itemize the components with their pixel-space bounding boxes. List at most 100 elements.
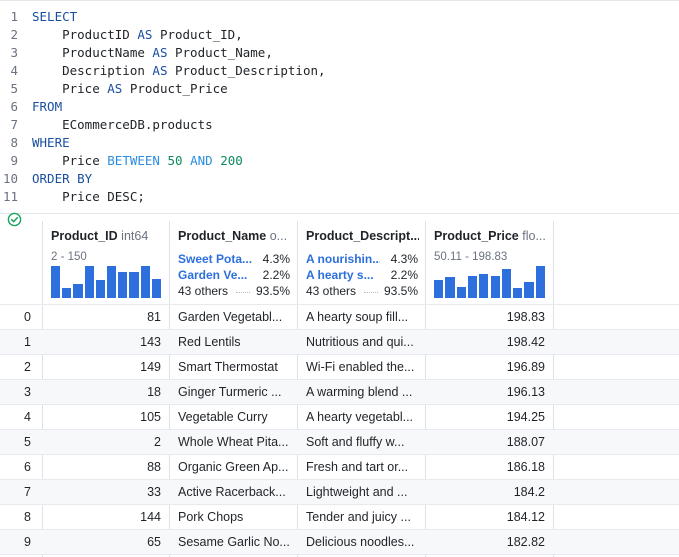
cell-product-id[interactable]: 65 (147, 535, 161, 549)
row-index[interactable]: 8 (24, 510, 31, 524)
cell-product-description[interactable]: Wi-Fi enabled the... (306, 360, 415, 374)
histogram-bar[interactable] (107, 266, 117, 298)
cell-product-id[interactable]: 144 (140, 510, 161, 524)
cell-product-name[interactable]: Whole Wheat Pita... (178, 435, 289, 449)
cell-product-description[interactable]: A warming blend ... (306, 385, 413, 399)
histogram-bar[interactable] (479, 274, 489, 298)
column-header-product-id[interactable]: Product_ID int64 2 - 150 (43, 221, 169, 304)
table-row[interactable]: 1 143 Red Lentils Nutritious and qui... 198.… (0, 330, 679, 355)
column-header-product-name[interactable]: Product_Name o... Sweet Pota... 4.3% Gar… (170, 221, 297, 304)
histogram-bar[interactable] (524, 282, 534, 298)
code-line[interactable]: 1 SELECT (0, 8, 679, 26)
category-row[interactable]: A nourishin... 4.3% (306, 251, 418, 267)
cell-product-name[interactable]: Sesame Garlic No... (178, 535, 290, 549)
row-index[interactable]: 2 (24, 360, 31, 374)
code-line[interactable]: 4 Description AS Product_Description, (0, 62, 679, 80)
row-index[interactable]: 4 (24, 410, 31, 424)
histogram-bar[interactable] (445, 277, 455, 298)
cell-product-id[interactable]: 105 (140, 410, 161, 424)
row-index[interactable]: 7 (24, 485, 31, 499)
cell-product-price[interactable]: 184.12 (506, 510, 545, 524)
histogram-bar[interactable] (73, 284, 83, 298)
cell-product-description[interactable]: Delicious noodles... (306, 535, 415, 549)
code-line[interactable]: 6 FROM (0, 98, 679, 116)
cell-product-id[interactable]: 88 (147, 460, 161, 474)
cell-product-name[interactable]: Pork Chops (178, 510, 244, 524)
histogram-bar[interactable] (490, 276, 500, 298)
histogram-bar[interactable] (129, 272, 139, 298)
table-row[interactable]: 6 88 Organic Green Ap... Fresh and tart or.… (0, 455, 679, 480)
table-row[interactable]: 8 144 Pork Chops Tender and juicy ... 184.12 (0, 505, 679, 530)
cell-product-name[interactable]: Smart Thermostat (178, 360, 278, 374)
histogram-bar[interactable] (456, 287, 466, 298)
cell-product-name[interactable]: Ginger Turmeric ... (178, 385, 282, 399)
cell-product-price[interactable]: 188.07 (506, 435, 545, 449)
code-line[interactable]: 9 Price BETWEEN 50 AND 200 (0, 152, 679, 170)
histogram-bar[interactable] (140, 266, 150, 298)
cell-product-name[interactable]: Vegetable Curry (178, 410, 268, 424)
histogram-bar[interactable] (467, 276, 478, 298)
histogram-bar[interactable] (535, 266, 545, 298)
histogram-bar[interactable] (51, 266, 61, 298)
code-line[interactable]: 2 ProductID AS Product_ID, (0, 26, 679, 44)
cell-product-description[interactable]: A hearty vegetabl... (306, 410, 414, 424)
row-index[interactable]: 1 (24, 335, 31, 349)
cell-product-id[interactable]: 143 (140, 335, 161, 349)
cell-product-id[interactable]: 33 (147, 485, 161, 499)
cell-product-id[interactable]: 2 (154, 435, 161, 449)
histogram-bar[interactable] (513, 288, 523, 298)
cell-product-price[interactable]: 196.13 (506, 385, 545, 399)
row-index[interactable]: 3 (24, 385, 31, 399)
code-line[interactable]: 11 Price DESC; (0, 188, 679, 206)
category-row[interactable]: Garden Ve... 2.2% (178, 267, 290, 283)
code-line[interactable]: 3 ProductName AS Product_Name, (0, 44, 679, 62)
table-row[interactable]: 3 18 Ginger Turmeric ... A warming blend ..… (0, 380, 679, 405)
cell-product-price[interactable]: 184.2 (513, 485, 545, 499)
cell-product-price[interactable]: 186.18 (506, 460, 545, 474)
histogram-bar[interactable] (151, 279, 161, 298)
cell-product-description[interactable]: A hearty soup fill... (306, 310, 409, 324)
row-index[interactable]: 6 (24, 460, 31, 474)
cell-product-description[interactable]: Soft and fluffy w... (306, 435, 405, 449)
table-row[interactable]: 4 105 Vegetable Curry A hearty vegetabl... 1… (0, 405, 679, 430)
histogram-bar[interactable] (501, 269, 512, 298)
cell-product-name[interactable]: Garden Vegetabl... (178, 310, 283, 324)
column-header-product-price[interactable]: Product_Price flo... 50.11 - 198.83 (426, 221, 553, 304)
histogram-bar[interactable] (118, 272, 128, 298)
sql-editor[interactable]: 1 SELECT 2 ProductID AS Product_ID, 3 Produ… (0, 0, 679, 213)
cell-product-description[interactable]: Lightweight and ... (306, 485, 408, 499)
cell-product-price[interactable]: 198.42 (506, 335, 545, 349)
row-index[interactable]: 0 (24, 310, 31, 324)
code-line[interactable]: 8 WHERE (0, 134, 679, 152)
cell-product-name[interactable]: Active Racerback... (178, 485, 286, 499)
code-line[interactable]: 10 ORDER BY (0, 170, 679, 188)
table-row[interactable]: 9 65 Sesame Garlic No... Delicious noodles.… (0, 530, 679, 555)
cell-product-description[interactable]: Tender and juicy ... (306, 510, 411, 524)
code-line[interactable]: 5 Price AS Product_Price (0, 80, 679, 98)
histogram-bar[interactable] (84, 266, 94, 298)
cell-product-description[interactable]: Nutritious and qui... (306, 335, 414, 349)
category-row[interactable]: Sweet Pota... 4.3% (178, 251, 290, 267)
cell-product-name[interactable]: Organic Green Ap... (178, 460, 289, 474)
histogram-bar[interactable] (434, 280, 444, 298)
histogram-bar[interactable] (62, 288, 72, 298)
row-index[interactable]: 9 (24, 535, 31, 549)
table-row[interactable]: 0 81 Garden Vegetabl... A hearty soup fill.… (0, 305, 679, 330)
cell-product-price[interactable]: 198.83 (506, 310, 545, 324)
cell-product-price[interactable]: 182.82 (506, 535, 545, 549)
cell-product-price[interactable]: 196.89 (506, 360, 545, 374)
row-index[interactable]: 5 (24, 435, 31, 449)
table-row[interactable]: 7 33 Active Racerback... Lightweight and ..… (0, 480, 679, 505)
histogram-bar[interactable] (95, 280, 105, 298)
code-line[interactable]: 7 ECommerceDB.products (0, 116, 679, 134)
table-row[interactable]: 2 149 Smart Thermostat Wi-Fi enabled the...… (0, 355, 679, 380)
cell-product-id[interactable]: 149 (140, 360, 161, 374)
column-header-product-description[interactable]: Product_Descript... A nourishin... 4.3% … (298, 221, 425, 304)
table-row[interactable]: 5 2 Whole Wheat Pita... Soft and fluffy w..… (0, 430, 679, 455)
cell-product-name[interactable]: Red Lentils (178, 335, 241, 349)
cell-product-id[interactable]: 18 (147, 385, 161, 399)
cell-product-price[interactable]: 194.25 (506, 410, 545, 424)
cell-product-id[interactable]: 81 (147, 310, 161, 324)
category-row[interactable]: A hearty s... 2.2% (306, 267, 418, 283)
cell-product-description[interactable]: Fresh and tart or... (306, 460, 409, 474)
